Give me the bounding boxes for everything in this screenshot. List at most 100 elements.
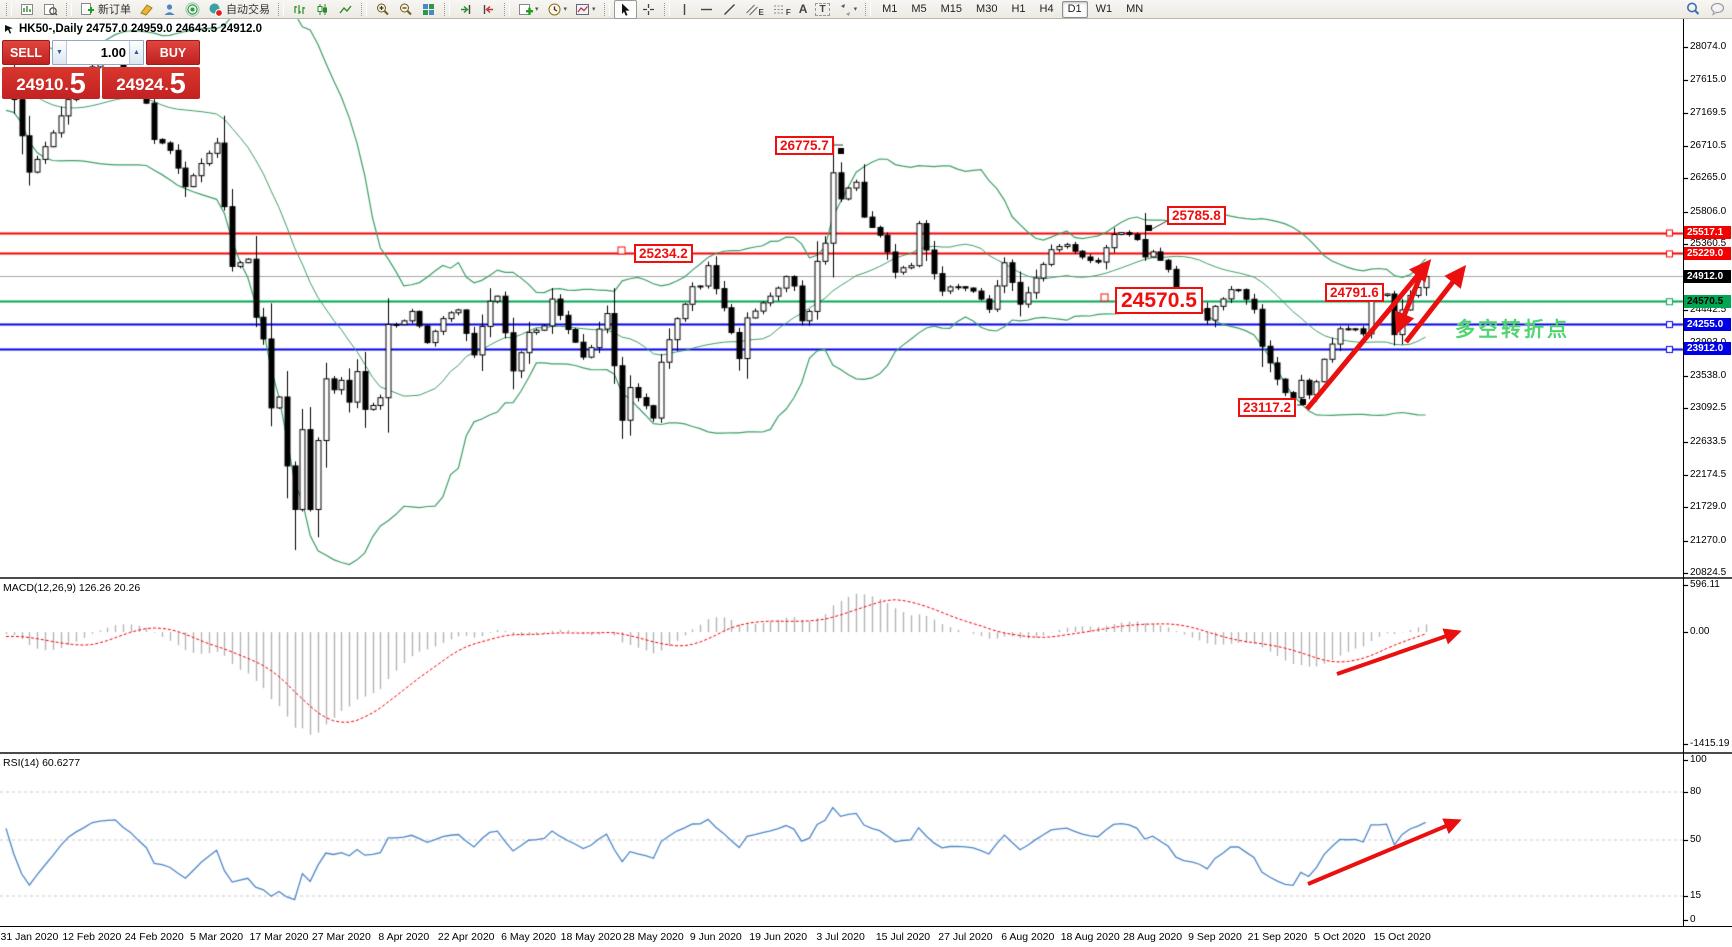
community-icon[interactable] xyxy=(158,0,181,19)
bull-bear-turning-point-note[interactable]: 多空转折点 xyxy=(1455,319,1570,341)
tile-windows-icon[interactable] xyxy=(417,0,440,19)
crosshair-icon[interactable] xyxy=(637,0,660,19)
buy-price-tile[interactable]: 24924. 5 xyxy=(102,67,200,99)
autotrading-label: 自动交易 xyxy=(226,4,270,16)
toolbar-grip[interactable] xyxy=(865,2,872,16)
rsi-axis-tick: 50 xyxy=(1684,834,1732,846)
sell-price-tile[interactable]: 24910. 5 xyxy=(2,67,100,99)
new-order-button[interactable]: 新订单 xyxy=(76,0,135,19)
timeframe-button-d1[interactable]: D1 xyxy=(1061,0,1088,18)
chart-title-text: HK50-,Daily 24757.0 24959.0 24643.5 2491… xyxy=(19,23,262,35)
horizontal-line-icon[interactable] xyxy=(695,0,718,19)
date-axis-label: 21 Sep 2020 xyxy=(1247,931,1308,943)
equidistant-channel-icon[interactable]: E xyxy=(741,0,768,19)
date-axis-label: 28 May 2020 xyxy=(623,931,684,943)
price-axis-tick: 23538.0 xyxy=(1684,370,1732,382)
price-callout-label[interactable]: 23117.2 xyxy=(1238,398,1297,417)
price-level-chip: 25229.0 xyxy=(1684,246,1731,260)
date-axis-label: 24 Feb 2020 xyxy=(124,931,184,943)
sell-button[interactable]: SELL xyxy=(2,40,50,65)
vertical-line-icon[interactable] xyxy=(674,0,695,19)
timeframe-button-w1[interactable]: W1 xyxy=(1095,2,1113,15)
date-axis-label: 8 Apr 2020 xyxy=(378,931,430,943)
volume-increase-button[interactable]: ▲ xyxy=(129,41,143,64)
toolbar-grip[interactable] xyxy=(361,2,367,16)
date-axis-label: 18 May 2020 xyxy=(560,931,622,943)
channel-letter: E xyxy=(758,7,764,17)
toolbar-grip[interactable] xyxy=(603,2,610,16)
buy-button[interactable]: BUY xyxy=(146,40,200,65)
search-icon[interactable] xyxy=(1681,0,1705,19)
price-axis-tick: 27169.5 xyxy=(1684,107,1732,119)
toolbar-grip[interactable] xyxy=(66,2,72,16)
toolbar-grip[interactable] xyxy=(663,2,670,16)
date-axis-label: 6 May 2020 xyxy=(501,931,557,943)
text-label-icon[interactable]: T xyxy=(811,0,833,19)
toolbar-grip[interactable] xyxy=(6,2,12,16)
price-callout-label[interactable]: 24570.5 xyxy=(1115,287,1203,314)
sell-price-dot: . xyxy=(64,77,69,94)
timeframe-button-m30[interactable]: M30 xyxy=(976,2,998,15)
periods-dropdown[interactable] xyxy=(543,0,572,19)
shapes-dropdown[interactable] xyxy=(834,0,862,19)
price-callout-label[interactable]: 25234.2 xyxy=(634,244,693,263)
rsi-axis-tick: 15 xyxy=(1684,890,1732,902)
chart-title: HK50-,Daily 24757.0 24959.0 24643.5 2491… xyxy=(4,23,262,35)
toolbar-grip[interactable] xyxy=(504,2,510,16)
date-axis-label: 19 Jun 2020 xyxy=(749,931,808,943)
date-axis-label: 17 Mar 2020 xyxy=(249,931,309,943)
price-level-chip: 24255.0 xyxy=(1684,317,1731,331)
toolbar-grip[interactable] xyxy=(444,2,450,16)
profiles-icon[interactable] xyxy=(39,0,62,19)
autoscroll-icon[interactable] xyxy=(454,0,477,19)
date-axis-label: 28 Aug 2020 xyxy=(1123,931,1183,943)
timeframe-button-h4[interactable]: H4 xyxy=(1039,2,1054,15)
metaeditor-icon[interactable] xyxy=(135,0,158,19)
price-callout-label[interactable]: 26775.7 xyxy=(775,136,834,155)
date-axis-label: 5 Mar 2020 xyxy=(190,931,244,943)
price-axis-tick: 20824.5 xyxy=(1684,567,1732,579)
trendline-icon[interactable] xyxy=(718,0,741,19)
bar-chart-icon[interactable] xyxy=(288,0,311,19)
indicators-dropdown[interactable] xyxy=(514,0,543,19)
timeframe-button-m1[interactable]: M1 xyxy=(882,2,898,15)
autotrading-button[interactable]: 自动交易 xyxy=(204,0,274,19)
price-axis-tick: 22633.5 xyxy=(1684,436,1732,448)
cursor-icon[interactable] xyxy=(613,0,637,19)
templates-dropdown[interactable] xyxy=(571,0,600,19)
candlestick-icon[interactable] xyxy=(311,0,334,19)
volume-decrease-button[interactable]: ▼ xyxy=(53,41,67,64)
price-axis-tick: 25806.0 xyxy=(1684,206,1732,218)
chart-pointer-icon xyxy=(5,25,13,34)
price-callout-label[interactable]: 24791.6 xyxy=(1325,283,1384,302)
timeframe-button-h1[interactable]: H1 xyxy=(1011,2,1026,15)
chart-shift-icon[interactable] xyxy=(477,0,500,19)
text-icon[interactable]: A xyxy=(798,2,808,16)
timeframe-button-mn[interactable]: MN xyxy=(1126,2,1144,15)
date-axis-label: 15 Jul 2020 xyxy=(875,931,931,943)
date-axis-label: 31 Jan 2020 xyxy=(0,931,59,943)
fibonacci-icon[interactable]: F xyxy=(768,0,795,19)
timeframe-button-m5[interactable]: M5 xyxy=(911,2,927,15)
price-callout-label[interactable]: 25785.8 xyxy=(1167,206,1226,225)
date-axis-label: 5 Oct 2020 xyxy=(1314,931,1366,943)
macd-axis-tick: 0.00 xyxy=(1684,626,1732,638)
macd-panel-separator[interactable] xyxy=(0,577,1732,579)
timeframe-button-m15[interactable]: M15 xyxy=(940,2,963,15)
macd-label: MACD(12,26,9) 126.26 20.26 xyxy=(3,582,141,594)
new-chart-icon[interactable] xyxy=(16,0,39,19)
zoom-out-icon[interactable] xyxy=(394,0,417,19)
toolbar-grip[interactable] xyxy=(278,2,284,16)
rsi-panel-separator[interactable] xyxy=(0,752,1732,754)
zoom-in-icon[interactable] xyxy=(371,0,394,19)
price-axis-tick: 22174.5 xyxy=(1684,469,1732,481)
signals-icon[interactable] xyxy=(181,0,204,19)
price-axis-line xyxy=(1683,19,1684,926)
rsi-label: RSI(14) 60.6277 xyxy=(3,757,81,769)
volume-input[interactable] xyxy=(67,41,129,64)
rsi-axis-tick: 80 xyxy=(1684,786,1732,798)
chat-icon[interactable] xyxy=(1705,0,1730,19)
line-chart-icon[interactable] xyxy=(334,0,357,19)
